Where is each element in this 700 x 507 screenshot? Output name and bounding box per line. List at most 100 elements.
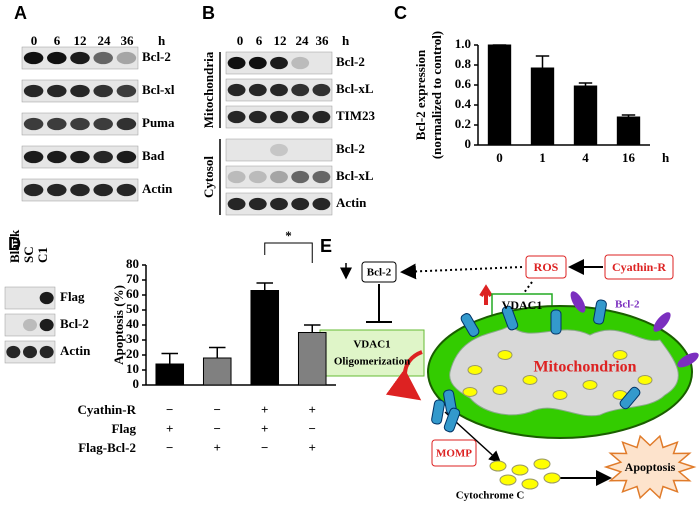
- vdac-channel: [501, 305, 519, 331]
- lane-label: Blank: [7, 229, 22, 263]
- error-bar: [578, 82, 593, 86]
- cyt-c: [522, 375, 538, 385]
- y-tick-label: 80: [126, 256, 139, 271]
- y-tick-label: 40: [126, 316, 139, 331]
- blot-band: [47, 183, 67, 197]
- condition-label: Flag: [111, 421, 136, 436]
- blot-band: [270, 56, 288, 70]
- cyt-c: [467, 365, 483, 375]
- cyathin-box: [604, 254, 674, 280]
- cyt-c: [499, 474, 517, 486]
- cyt-c: [612, 350, 628, 360]
- row-label: Actin: [142, 181, 173, 196]
- condition-label: Cyathin-R: [77, 402, 136, 417]
- x-tick-label: 4: [582, 150, 589, 165]
- blot-band: [116, 117, 137, 131]
- cyt-c: [489, 460, 507, 472]
- panel-letter: E: [320, 236, 332, 256]
- oligo-box: [319, 329, 425, 377]
- cyt-c: [533, 458, 551, 470]
- time-label: 6: [256, 33, 263, 48]
- x-tick-label: 16: [622, 150, 636, 165]
- blot-band: [23, 84, 44, 98]
- blot-band: [248, 170, 267, 184]
- time-label: 6: [54, 33, 61, 48]
- y-tick-label: 0.8: [455, 56, 472, 71]
- group-label: Mitochondria: [201, 51, 216, 128]
- y-axis-label: Apoptosis (%): [111, 285, 126, 365]
- cyt-c: [511, 464, 529, 476]
- y-tick-label: 0.2: [455, 116, 471, 131]
- panel-letter: D: [8, 234, 21, 254]
- blot-band: [116, 150, 137, 164]
- cyt-c: [552, 390, 568, 400]
- bar: [297, 332, 327, 386]
- bcl2-protein: [653, 312, 671, 332]
- blot-band: [227, 197, 246, 211]
- error-bar: [535, 55, 550, 68]
- blot-band: [270, 110, 288, 124]
- condition-sign: −: [309, 421, 316, 436]
- blot-band: [116, 84, 137, 98]
- panel-letter: A: [14, 3, 27, 23]
- red-arrow: [385, 350, 423, 401]
- blot-band: [70, 84, 90, 98]
- blot-band: [47, 117, 67, 131]
- vdac-channel: [593, 299, 607, 325]
- blot-strip: [4, 313, 56, 337]
- y-tick-label: 30: [126, 331, 139, 346]
- row-label: TIM23: [336, 108, 376, 123]
- unit-label: h: [662, 150, 670, 165]
- blot-band: [23, 117, 44, 131]
- blot-band: [23, 183, 44, 197]
- blot-band: [270, 83, 288, 97]
- blot-band: [70, 51, 90, 65]
- vdac-channel: [431, 399, 445, 425]
- y-tick-label: 0: [133, 376, 140, 391]
- blot-band: [39, 291, 54, 305]
- error-bar: [208, 346, 226, 358]
- label: Cyathin-R: [612, 260, 666, 274]
- time-label: 24: [98, 33, 112, 48]
- bar: [155, 363, 185, 386]
- blot-band: [39, 318, 54, 332]
- blot-band: [291, 197, 310, 211]
- blot-strip: [225, 165, 333, 189]
- cyt-c: [543, 472, 561, 484]
- row-label: Bcl-2: [142, 49, 171, 64]
- bar: [202, 357, 232, 386]
- bar: [616, 116, 641, 146]
- condition-sign: +: [214, 440, 221, 455]
- row-label: Actin: [60, 343, 91, 358]
- condition-sign: +: [261, 402, 268, 417]
- blot-band: [227, 83, 246, 97]
- blot-band: [6, 345, 21, 359]
- blot-band: [70, 150, 90, 164]
- apoptosis-star: [603, 434, 697, 500]
- label: Oligomerization: [334, 356, 410, 368]
- dotted-arrow: [400, 263, 523, 280]
- bcl2-protein: [677, 352, 699, 368]
- cyt-c: [521, 478, 539, 490]
- error-bar: [303, 324, 321, 333]
- bar: [573, 85, 598, 146]
- blot-band: [47, 51, 67, 65]
- blot-band: [270, 143, 288, 157]
- blot-band: [70, 117, 90, 131]
- blot-band: [227, 170, 246, 184]
- y-tick-label: 1.0: [455, 36, 471, 51]
- condition-sign: −: [261, 440, 268, 455]
- time-label: 24: [296, 33, 310, 48]
- blot-band: [227, 110, 246, 124]
- y-tick-label: 0: [465, 136, 472, 151]
- blot-strip: [225, 138, 333, 162]
- condition-label: Flag-Bcl-2: [78, 440, 136, 455]
- cyt-c: [637, 375, 653, 385]
- condition-sign: +: [309, 402, 316, 417]
- blot-band: [116, 183, 137, 197]
- condition-sign: −: [166, 440, 173, 455]
- blot-band: [39, 345, 54, 359]
- bcl2-protein: [570, 291, 586, 313]
- blot-band: [47, 84, 67, 98]
- blot-band: [312, 197, 331, 211]
